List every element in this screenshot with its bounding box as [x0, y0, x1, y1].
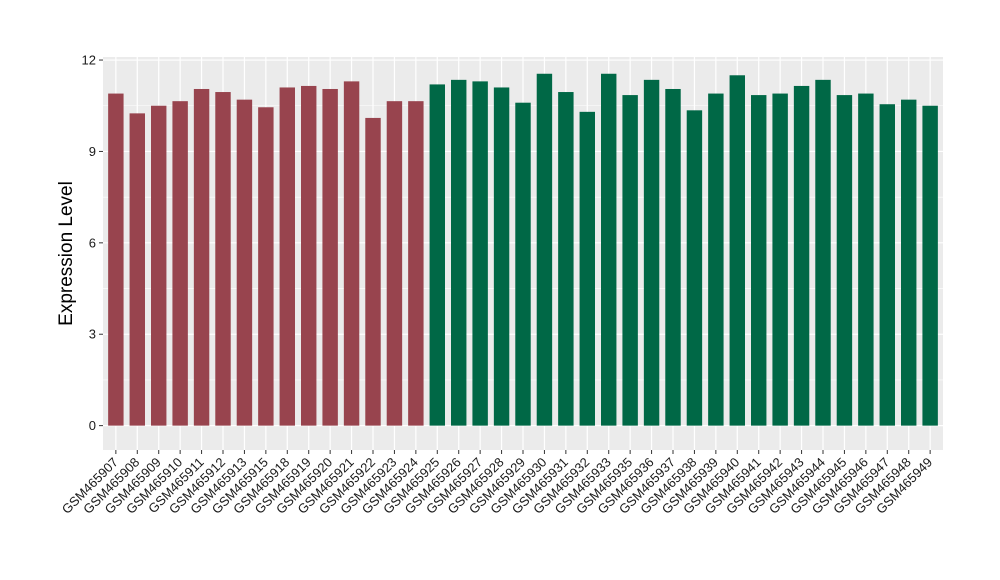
bar-gsm465938	[686, 110, 703, 426]
bar-gsm465927	[472, 81, 488, 426]
y-tick-label: 6	[89, 235, 96, 250]
bar-gsm465940	[729, 75, 745, 426]
bar-gsm465929	[515, 102, 531, 426]
bar-gsm465949	[922, 105, 938, 426]
bar-gsm465930	[536, 73, 553, 426]
bar-gsm465923	[386, 101, 403, 426]
y-tick-label: 12	[82, 53, 96, 68]
bar-series	[108, 73, 938, 426]
bar-gsm465911	[193, 88, 210, 426]
bar-gsm465946	[858, 93, 874, 426]
bar-gsm465908	[129, 113, 145, 426]
bar-gsm465925	[429, 84, 445, 426]
y-axis-title: Expression Level	[56, 181, 77, 326]
x-axis: GSM465907GSM465908GSM465909GSM465910GSM4…	[59, 450, 935, 517]
bar-gsm465920	[322, 88, 338, 426]
bar-gsm465921	[343, 81, 360, 426]
bar-gsm465944	[815, 79, 831, 426]
y-tick-label: 9	[89, 144, 96, 159]
bar-gsm465943	[793, 85, 810, 426]
bar-gsm465931	[558, 92, 574, 426]
bar-gsm465942	[772, 93, 788, 426]
y-tick-label: 0	[89, 418, 96, 433]
bar-gsm465912	[215, 92, 231, 426]
bar-gsm465947	[879, 104, 895, 426]
bar-gsm465915	[258, 107, 274, 426]
bar-gsm465922	[365, 117, 381, 426]
bar-gsm465932	[579, 111, 595, 426]
bar-gsm465928	[493, 87, 510, 426]
bar-gsm465924	[408, 101, 424, 426]
bar-gsm465935	[622, 95, 638, 426]
bar-gsm465907	[108, 93, 124, 426]
bar-gsm465937	[665, 88, 681, 426]
bar-gsm465909	[151, 105, 167, 426]
bar-gsm465936	[643, 79, 660, 426]
bar-gsm465948	[901, 99, 917, 426]
bar-gsm465939	[708, 93, 724, 426]
bar-gsm465926	[451, 79, 467, 426]
y-axis: 0 3 6 9 12	[82, 53, 103, 433]
y-tick-label: 3	[89, 327, 96, 342]
bar-gsm465913	[236, 99, 253, 426]
bar-gsm465918	[279, 87, 295, 426]
bar-gsm465945	[836, 95, 853, 426]
bar-gsm465933	[601, 73, 617, 426]
bar-gsm465941	[751, 95, 767, 426]
bar-gsm465919	[301, 85, 317, 426]
bar-gsm465910	[172, 101, 188, 426]
